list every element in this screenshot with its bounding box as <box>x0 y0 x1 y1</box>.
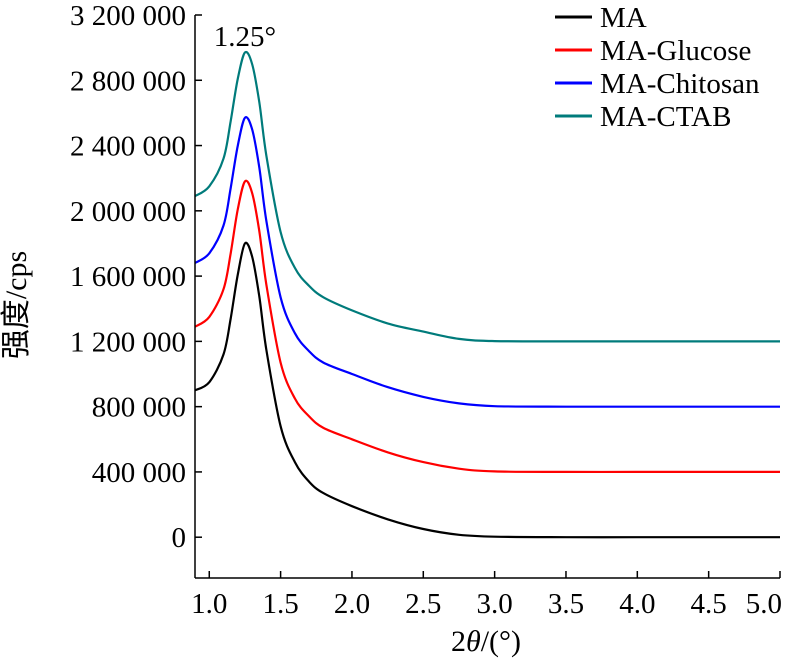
y-tick-label: 1 200 000 <box>70 326 186 358</box>
legend-label: MA-Glucose <box>600 35 751 67</box>
series-line-ma <box>194 241 780 539</box>
x-tick-label: 3.0 <box>477 588 513 620</box>
series-layer <box>194 50 781 539</box>
y-axis-title: 强度/cps <box>0 251 33 359</box>
x-axis-title-symbol: θ <box>466 625 481 658</box>
x-axis-title: 2θ/(°) <box>451 625 521 658</box>
y-tick-label: 800 000 <box>92 392 186 424</box>
peak-annotation: 1.25° <box>214 21 276 53</box>
y-tick-label: 0 <box>172 522 187 554</box>
legend-label: MA-Chitosan <box>600 68 760 100</box>
series-line-ma-ctab <box>194 50 781 343</box>
x-tick-label: 4.5 <box>691 588 727 620</box>
y-tick-label: 1 600 000 <box>70 261 186 293</box>
series-line-ma-chitosan <box>194 116 780 408</box>
x-tick-label: 4.0 <box>619 588 655 620</box>
y-tick-label: 2 000 000 <box>70 196 186 228</box>
x-tick-label: 1.0 <box>191 588 227 620</box>
x-tick-label: 5.0 <box>746 588 782 620</box>
x-tick-labels: 1.0 1.5 2.0 2.5 3.0 3.5 4.0 4.5 5.0 <box>191 588 782 620</box>
x-axis-title-suffix: /(°) <box>481 625 521 658</box>
y-tick-label: 2 800 000 <box>70 65 186 97</box>
y-tick-labels: 0 400 000 800 000 1 200 000 1 600 000 2 000 0… <box>70 0 186 554</box>
y-tick-label: 2 400 000 <box>70 131 186 163</box>
series-line-ma-glucose <box>194 179 780 474</box>
legend-label: MA <box>600 2 647 34</box>
x-tick-label: 2.5 <box>405 588 441 620</box>
y-tick-label: 400 000 <box>92 457 186 489</box>
x-axis-title-prefix: 2 <box>451 625 466 658</box>
axes-layer <box>194 14 781 579</box>
y-tick-label: 3 200 000 <box>70 0 186 32</box>
x-tick-label: 3.5 <box>548 588 584 620</box>
x-tick-label: 2.0 <box>334 588 370 620</box>
legend-label: MA-CTAB <box>600 101 731 133</box>
x-tick-label: 1.5 <box>262 588 298 620</box>
